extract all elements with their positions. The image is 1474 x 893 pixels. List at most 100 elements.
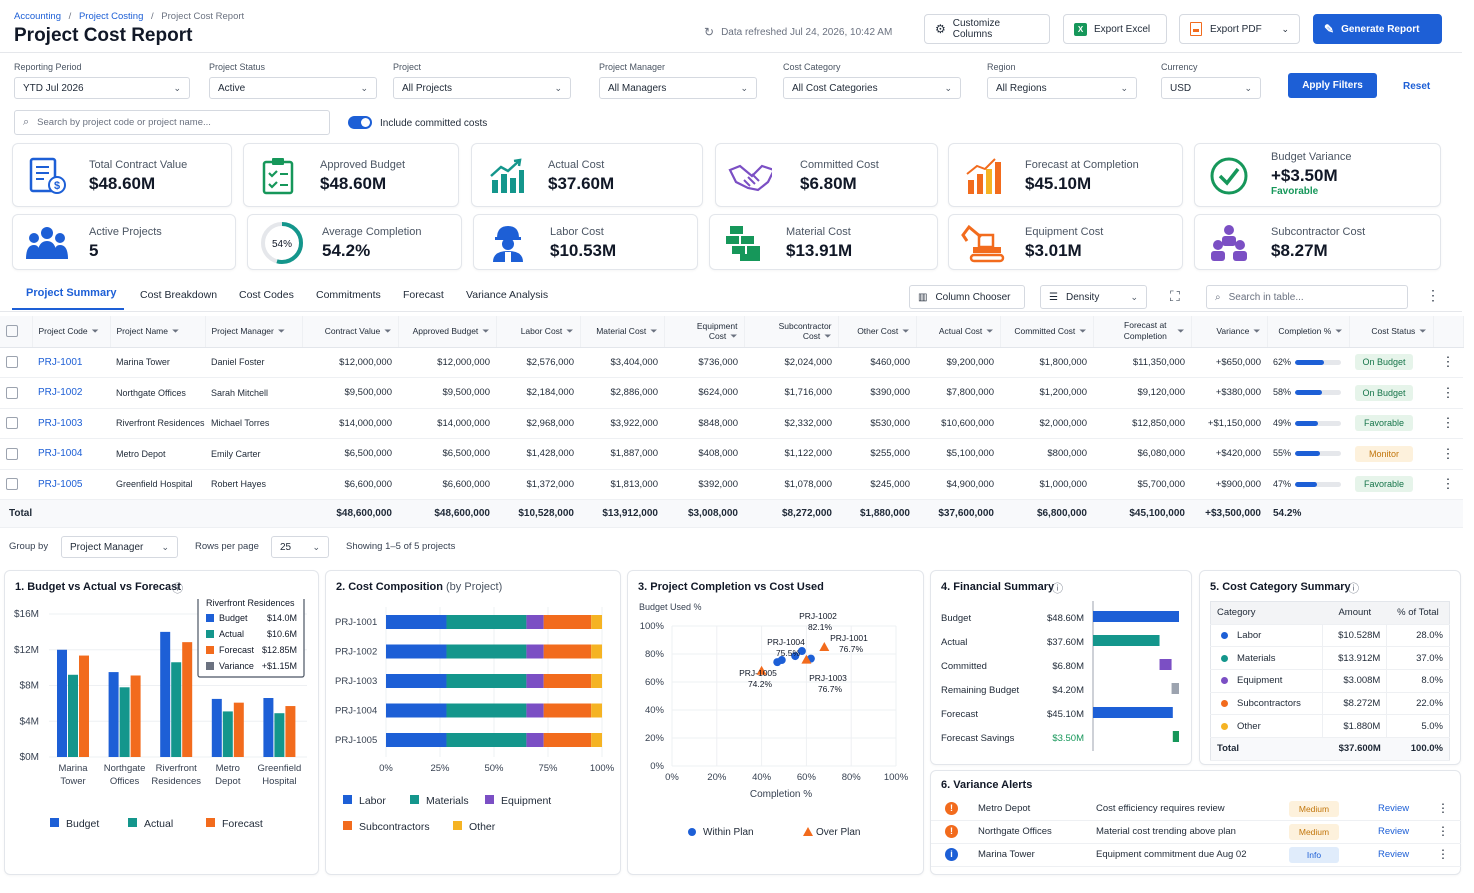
breadcrumb-accounting[interactable]: Accounting [14,11,62,22]
table-row[interactable]: PRJ-1001 Marina Tower Daniel Foster $12,000… [0,347,1463,378]
alert-row[interactable]: ! Northgate Offices Material cost trending… [931,821,1461,844]
cell-variance: +$420,000 [1191,438,1267,470]
alert-menu-icon[interactable]: ⋮ [1437,847,1449,861]
filter-icon[interactable]: ⏷ [1253,325,1261,336]
apply-filters-button[interactable]: Apply Filters [1288,73,1377,98]
group-by-select[interactable]: Project Manager ⌄ [61,536,178,558]
table-row[interactable]: PRJ-1002 Northgate Offices Sarah Mitchell $… [0,377,1463,409]
table-row[interactable]: PRJ-1005 Greenfield Hospital Robert Hayes $… [0,469,1463,500]
category-select[interactable]: All Cost Categories ⌄ [783,77,961,99]
filter-icon[interactable]: ⏷ [902,325,910,336]
column-header[interactable]: Equipment Cost ⏷ [664,316,745,348]
rows-per-page-select[interactable]: 25 ⌄ [271,536,329,558]
filter-icon[interactable]: ⏷ [650,325,658,336]
tab-commitments[interactable]: Commitments [316,289,381,301]
generate-report-button[interactable]: ✎ Generate Report [1313,14,1442,44]
filter-icon[interactable]: ⏷ [91,325,99,336]
tab-forecast[interactable]: Forecast [403,289,444,301]
filter-icon[interactable]: ⏷ [172,325,180,336]
filter-icon[interactable]: ⏷ [824,330,832,341]
committed-toggle[interactable] [348,116,372,129]
filter-icon[interactable]: ⏷ [384,325,392,336]
manager-select[interactable]: All Managers ⌄ [599,77,757,99]
alert-review-link[interactable]: Review [1378,826,1410,837]
alert-menu-icon[interactable]: ⋮ [1437,801,1449,815]
tab-cost-codes[interactable]: Cost Codes [239,289,294,301]
row-menu-icon[interactable]: ⋮ [1433,377,1463,409]
row-menu-icon[interactable]: ⋮ [1433,438,1463,470]
column-header[interactable]: Other Cost ⏷ [838,316,917,348]
breadcrumb-project-costing[interactable]: Project Costing [78,11,144,22]
row-checkbox[interactable] [0,438,32,470]
alert-row[interactable]: i Marina Tower Equipment commitment due Au… [931,844,1461,867]
column-header[interactable]: Committed Cost ⏷ [1000,316,1094,348]
column-header[interactable]: Project Code ⏷ [32,316,111,348]
row-checkbox[interactable] [0,469,32,500]
column-header[interactable]: Project Name ⏷ [110,316,206,348]
alert-menu-icon[interactable]: ⋮ [1437,824,1449,838]
column-header[interactable]: Cost Status ⏷ [1349,316,1434,348]
export-pdf-button[interactable]: Export PDF ⌄ [1179,14,1300,44]
bar-actual [171,662,182,757]
filter-icon[interactable]: ⏷ [482,325,490,336]
more-options-icon[interactable]: ⋮ [1426,287,1440,303]
project-code-link[interactable]: PRJ-1001 [32,347,110,378]
tab-cost-breakdown[interactable]: Cost Breakdown [140,289,218,301]
customize-columns-button[interactable]: ⚙ Customize Columns [924,14,1050,44]
project-code-link[interactable]: PRJ-1003 [32,408,110,439]
row-menu-icon[interactable]: ⋮ [1433,347,1463,378]
region-select[interactable]: All Regions ⌄ [987,77,1137,99]
column-header[interactable]: Approved Budget ⏷ [398,316,497,348]
column-header[interactable]: Project Manager ⏷ [205,316,303,348]
column-chooser-button[interactable]: ▥ Column Chooser [909,285,1025,309]
filter-icon[interactable]: ⏷ [1335,325,1343,336]
select-all-checkbox[interactable] [0,316,33,348]
alert-review-link[interactable]: Review [1378,849,1410,860]
column-header[interactable]: Variance ⏷ [1191,316,1268,348]
alert-row[interactable]: ! Metro Depot Cost efficiency requires rev… [931,798,1461,821]
column-header[interactable]: Labor Cost ⏷ [496,316,581,348]
fullscreen-icon[interactable]: ⛶ [1170,288,1180,304]
kpi-value: $3.01M [1025,241,1082,260]
table-row[interactable]: PRJ-1004 Metro Depot Emily Carter $6,500,00… [0,438,1463,470]
filter-icon[interactable]: ⏷ [1419,325,1427,336]
info-icon[interactable]: ⓘ [1348,583,1359,595]
filter-icon[interactable]: ⏷ [1177,325,1185,336]
filter-icon[interactable]: ⏷ [986,325,994,336]
row-checkbox[interactable] [0,377,32,409]
filter-icon[interactable]: ⏷ [1079,325,1087,336]
column-header[interactable]: Completion % ⏷ [1267,316,1350,348]
refresh-icon[interactable]: ↻ [704,25,715,39]
column-header[interactable]: Material Cost ⏷ [580,316,665,348]
project-code-link[interactable]: PRJ-1002 [32,377,110,409]
currency-select[interactable]: USD ⌄ [1161,77,1261,99]
project-select[interactable]: All Projects ⌄ [393,77,571,99]
status-select[interactable]: Active ⌄ [209,77,377,99]
info-icon[interactable]: ⓘ [1052,583,1063,595]
period-select[interactable]: YTD Jul 2026 ⌄ [14,77,190,99]
column-header[interactable]: Forecast at Completion⏷ [1093,316,1192,348]
alert-review-link[interactable]: Review [1378,803,1410,814]
column-header[interactable]: Contract Value ⏷ [302,316,399,348]
column-header[interactable]: Actual Cost ⏷ [916,316,1001,348]
density-select[interactable]: ☰ Density ⌄ [1040,285,1147,309]
search-input[interactable]: ⌕ Search by project code or project name… [14,110,330,135]
filter-icon[interactable]: ⏷ [277,325,286,336]
export-excel-button[interactable]: X Export Excel [1063,14,1167,44]
filter-icon[interactable]: ⏷ [730,330,738,341]
column-header[interactable]: Subcontractor Cost ⏷ [744,316,839,348]
project-code-link[interactable]: PRJ-1004 [32,438,110,470]
tab-project-summary[interactable]: Project Summary [26,287,117,299]
filter-icon[interactable]: ⏷ [566,325,574,336]
info-icon[interactable]: ⓘ [172,583,183,595]
x-tick-label: 100% [590,763,615,774]
reset-link[interactable]: Reset [1403,81,1431,92]
row-checkbox[interactable] [0,347,32,378]
project-code-link[interactable]: PRJ-1005 [32,469,110,500]
row-checkbox[interactable] [0,408,32,439]
row-menu-icon[interactable]: ⋮ [1433,469,1463,500]
tab-variance-analysis[interactable]: Variance Analysis [466,289,549,301]
row-menu-icon[interactable]: ⋮ [1433,408,1463,439]
table-row[interactable]: PRJ-1003 Riverfront Residences Michael Tor… [0,408,1463,439]
table-search-input[interactable]: ⌕ Search in table... [1206,285,1408,309]
